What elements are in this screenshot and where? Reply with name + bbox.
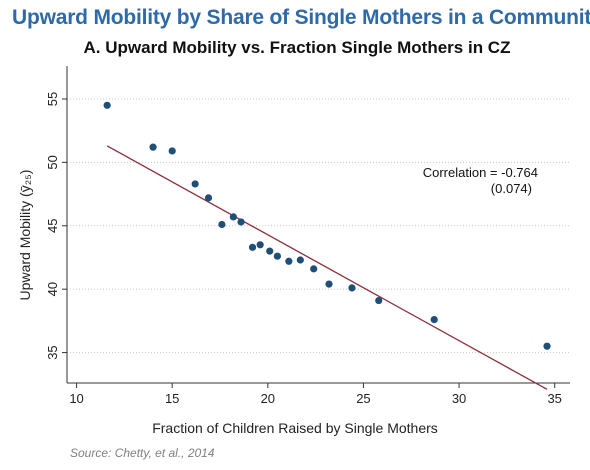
- data-point: [375, 296, 383, 305]
- data-point: [103, 101, 111, 109]
- x-tick-label: 15: [165, 391, 179, 406]
- fit-line: [106, 145, 548, 390]
- y-tick-label: 50: [45, 155, 60, 169]
- y-tick-label: 45: [45, 219, 60, 233]
- data-point: [168, 147, 176, 155]
- fit-line-group: [106, 145, 548, 390]
- correlation-se-label: (0.074): [491, 181, 532, 196]
- x-tick-label: 25: [356, 391, 370, 406]
- data-point: [273, 252, 281, 260]
- data-point: [204, 194, 213, 202]
- data-point: [229, 213, 237, 221]
- x-tick-label: 30: [452, 391, 466, 406]
- chart-subtitle: A. Upward Mobility vs. Fraction Single M…: [84, 38, 511, 57]
- page-title: Upward Mobility by Share of Single Mothe…: [12, 6, 590, 29]
- data-points: [103, 101, 551, 350]
- data-point: [237, 218, 245, 226]
- y-tick-label: 55: [45, 92, 60, 106]
- grid-lines: [67, 98, 570, 354]
- x-tick-label: 35: [547, 391, 561, 406]
- data-point: [348, 284, 356, 292]
- data-point: [248, 243, 257, 251]
- data-point: [325, 280, 333, 288]
- source-note: Source: Chetty, et al., 2014: [70, 446, 215, 460]
- data-point: [310, 265, 318, 273]
- x-axis-label: Fraction of Children Raised by Single Mo…: [152, 420, 438, 436]
- y-tick-label: 35: [45, 345, 60, 359]
- data-point: [296, 256, 304, 264]
- data-point: [256, 241, 264, 249]
- data-point: [218, 220, 226, 229]
- data-point: [266, 247, 274, 255]
- data-point: [191, 180, 199, 188]
- x-tick-label: 10: [69, 391, 83, 406]
- data-point: [149, 143, 157, 151]
- y-axis-label: Upward Mobility (ȳ₂₅): [17, 170, 33, 301]
- correlation-label: Correlation = -0.764: [423, 165, 538, 180]
- data-point: [430, 316, 438, 324]
- data-point: [543, 342, 551, 350]
- x-tick-label: 20: [261, 391, 275, 406]
- axes: 35 40 45 50 55 10 15 20 25 30 35: [45, 66, 570, 406]
- y-tick-label: 40: [45, 282, 60, 296]
- data-point: [285, 257, 293, 265]
